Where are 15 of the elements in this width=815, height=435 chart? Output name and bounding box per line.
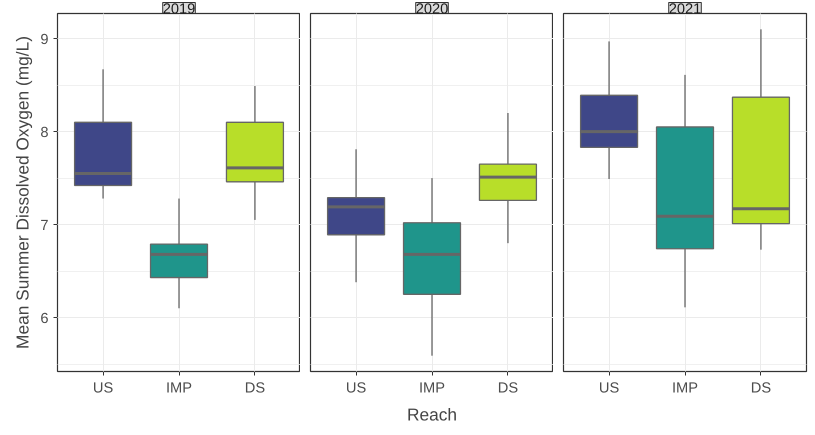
x-tick-label: IMP	[418, 380, 446, 396]
x-tick-label: IMP	[166, 380, 192, 396]
y-tick-label: 6	[40, 311, 49, 328]
y-tick-label: 9	[40, 32, 49, 48]
x-tick-label: DS	[244, 380, 266, 396]
x-tick-label: DS	[498, 380, 518, 396]
x-tick-label: IMP	[672, 380, 698, 396]
x-axis-title: Reach	[406, 404, 458, 424]
x-tick-label: US	[598, 380, 620, 396]
x-tick-label: DS	[750, 380, 772, 396]
y-tick-label: 7	[40, 218, 49, 234]
x-tick-label: US	[92, 380, 114, 396]
y-axis-title: Mean Summer Dissolved Oxygen (mg/L)	[12, 36, 32, 349]
y-tick-label: 8	[40, 125, 49, 142]
x-tick-label: US	[346, 380, 366, 396]
